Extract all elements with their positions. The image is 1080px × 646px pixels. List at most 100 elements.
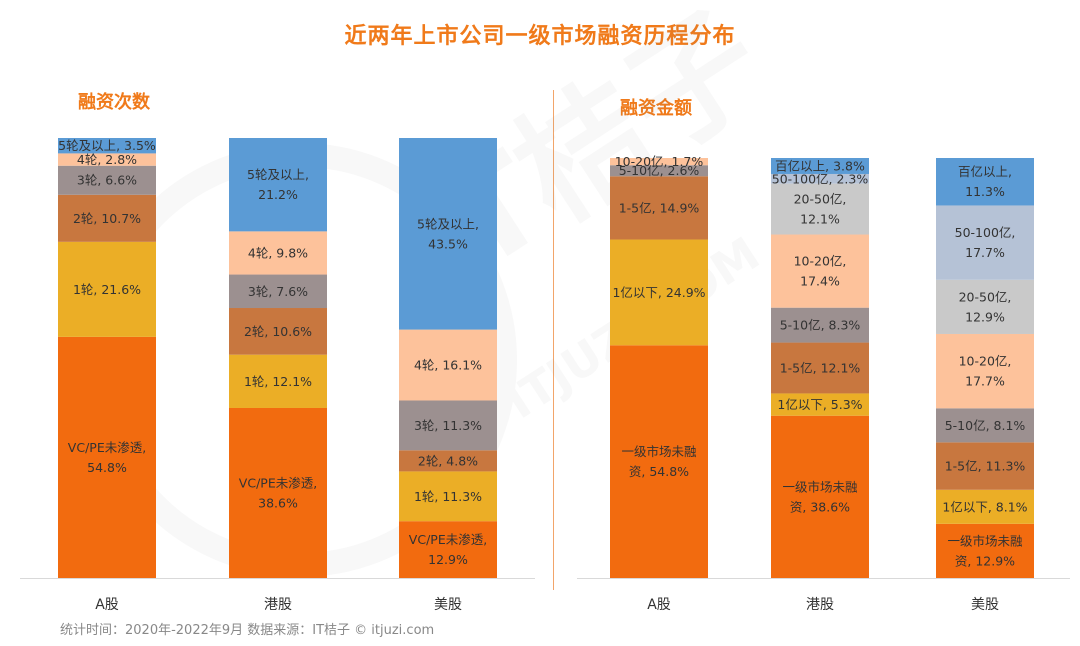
data-label: 资, 54.8% — [629, 464, 689, 479]
data-label: 1轮, 21.6% — [73, 282, 141, 297]
bar-segment — [936, 279, 1034, 334]
data-label: 12.9% — [428, 552, 468, 567]
data-label: 21.2% — [258, 187, 298, 202]
data-label: 11.3% — [965, 184, 1005, 199]
bar-segment — [58, 165, 156, 195]
data-label: 12.9% — [965, 309, 1005, 324]
bar-segment — [229, 274, 327, 309]
data-label: 3轮, 7.6% — [248, 284, 308, 299]
data-label: 1轮, 11.3% — [414, 489, 482, 504]
data-label: 一级市场未融 — [621, 444, 697, 459]
bar-segment — [771, 158, 869, 174]
bar-segment — [936, 408, 1034, 443]
bar-segment — [229, 231, 327, 275]
data-label: 5-10亿, 8.1% — [945, 418, 1026, 433]
bar-segment — [399, 521, 497, 578]
data-label: 17.7% — [965, 245, 1005, 260]
x-tick-label: A股 — [95, 597, 119, 613]
data-label: 50-100亿, — [955, 225, 1016, 240]
data-label: 百亿以上, — [958, 164, 1012, 179]
data-label: 54.8% — [87, 460, 127, 475]
data-label: 2轮, 10.7% — [73, 211, 141, 226]
data-label: 1-5亿, 12.1% — [780, 361, 861, 376]
bar-segment — [229, 407, 327, 578]
x-tick-label: 港股 — [806, 597, 834, 613]
data-label: 5轮及以上, — [417, 216, 479, 231]
bar-segment — [771, 342, 869, 394]
data-label: 50-100亿, 2.3% — [772, 171, 869, 186]
data-label: 3轮, 6.6% — [77, 173, 137, 188]
data-label: 5轮及以上, — [247, 167, 309, 182]
bar-segment — [58, 194, 156, 242]
data-label: 资, 38.6% — [790, 499, 850, 514]
data-label: VC/PE未渗透, — [68, 440, 146, 455]
data-label: 38.6% — [258, 495, 298, 510]
bar-segment — [229, 308, 327, 355]
bar-segment — [610, 345, 708, 578]
data-label: 17.7% — [965, 374, 1005, 389]
chart-panel-count: VC/PE未渗透, 54.8% 1轮, 21.6% 2轮, 10.7% 3轮, 6.6%… — [20, 138, 535, 613]
bar-segment — [771, 173, 869, 184]
bar-segment — [610, 239, 708, 346]
data-label: 3轮, 11.3% — [414, 418, 482, 433]
bar-segment — [399, 400, 497, 451]
bar-segment — [936, 523, 1034, 578]
data-label: 百亿以上, 3.8% — [775, 158, 865, 173]
source-footer: 统计时间：2020年-2022年9月 数据来源：IT桔子 © itjuzi.co… — [60, 623, 435, 638]
bar-segment — [771, 415, 869, 578]
bar-segment — [771, 234, 869, 308]
bar-segment — [58, 138, 156, 154]
bar-segment — [610, 176, 708, 240]
data-label: 4轮, 2.8% — [77, 152, 137, 167]
data-label: 1亿以下, 8.1% — [942, 499, 1027, 514]
x-tick-label: 美股 — [971, 597, 999, 613]
data-label: 1亿以下, 24.9% — [612, 285, 705, 300]
bar-segment — [936, 333, 1034, 409]
data-label: 1轮, 12.1% — [244, 374, 312, 389]
data-label: 2轮, 4.8% — [418, 453, 478, 468]
x-tick-label: 美股 — [434, 597, 462, 613]
data-label: 10-20亿, — [959, 354, 1012, 369]
bar-segment — [771, 393, 869, 416]
data-label: 5-10亿, 2.6% — [619, 163, 700, 178]
bar-segment — [229, 354, 327, 408]
data-label: 10-20亿, 1.7% — [615, 154, 704, 169]
panel-title-amount: 融资金额 — [620, 98, 692, 119]
bar-segment — [936, 205, 1034, 280]
data-label: 2轮, 10.6% — [244, 324, 312, 339]
bar-segment — [771, 307, 869, 343]
data-label: 17.4% — [800, 274, 840, 289]
data-label: 20-50亿, — [959, 289, 1012, 304]
bar-segment — [771, 183, 869, 235]
bar-segment — [610, 158, 708, 166]
data-label: 5-10亿, 8.3% — [780, 318, 861, 333]
x-tick-label: 港股 — [264, 597, 292, 613]
chart-title: 近两年上市公司一级市场融资历程分布 — [344, 24, 736, 49]
data-label: VC/PE未渗透, — [239, 475, 317, 490]
data-label: VC/PE未渗透, — [409, 532, 487, 547]
data-label: 4轮, 9.8% — [248, 245, 308, 260]
bar-segment — [936, 489, 1034, 524]
data-label: 43.5% — [428, 236, 468, 251]
bar-segment — [229, 138, 327, 232]
bar-segment — [399, 138, 497, 330]
panel-title-count: 融资次数 — [78, 92, 150, 113]
data-label: 1-5亿, 14.9% — [619, 200, 700, 215]
bar-segment — [58, 241, 156, 337]
x-tick-label: A股 — [647, 597, 671, 613]
bar-segment — [399, 471, 497, 522]
bar-segment — [58, 153, 156, 166]
bar-segment — [399, 450, 497, 472]
data-label: 1亿以下, 5.3% — [777, 397, 862, 412]
bar-segment — [936, 158, 1034, 206]
data-label: 12.1% — [800, 212, 840, 227]
bar-segment — [936, 442, 1034, 490]
bar-segment — [399, 329, 497, 401]
data-label: 20-50亿, — [794, 192, 847, 207]
bar-segment — [58, 336, 156, 578]
panel-divider — [553, 90, 554, 590]
data-label: 资, 12.9% — [955, 553, 1015, 568]
bar-segment — [610, 165, 708, 177]
